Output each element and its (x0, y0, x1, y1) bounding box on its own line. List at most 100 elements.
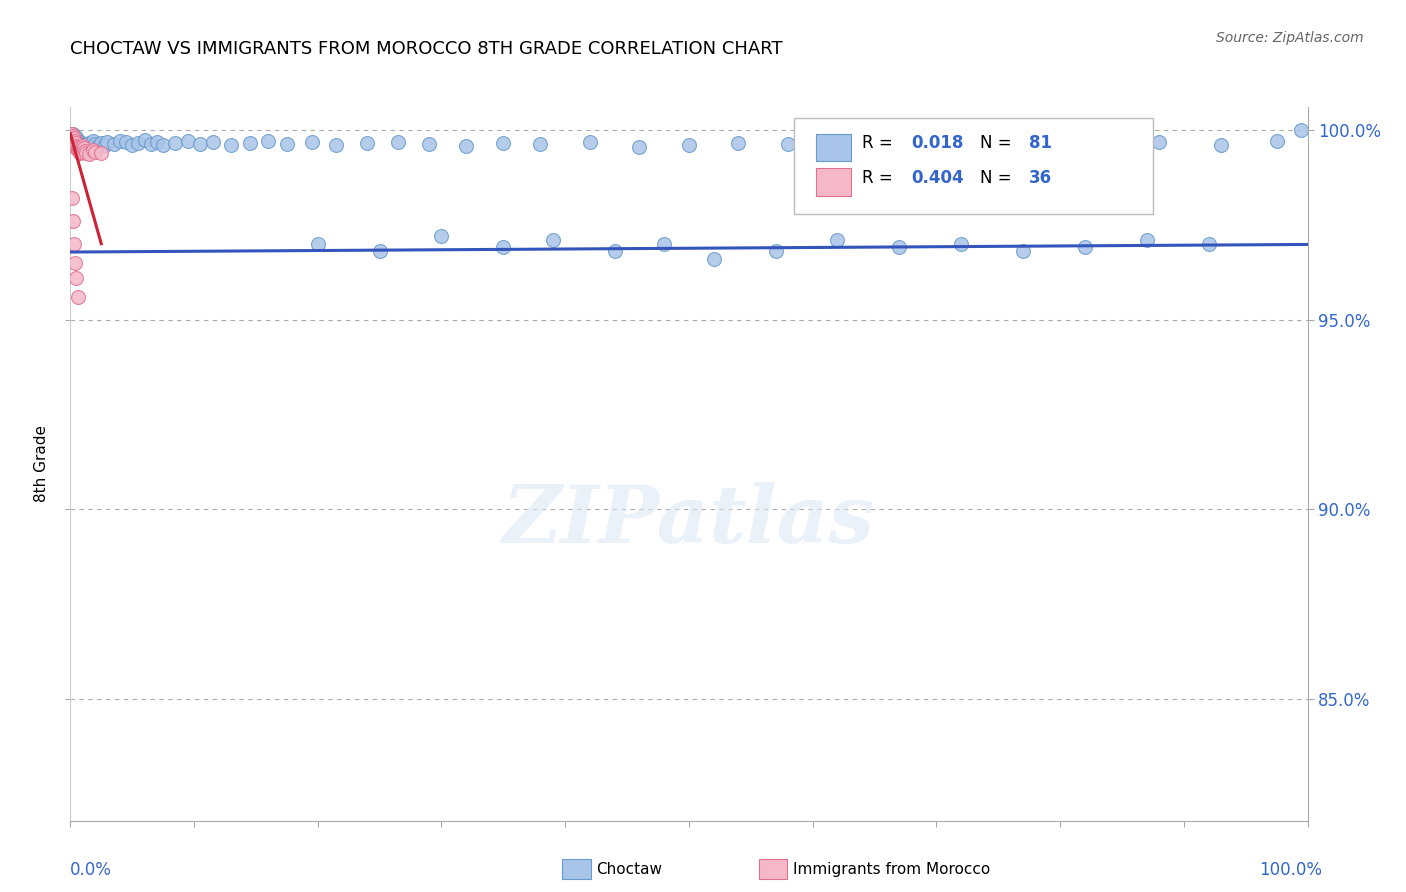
Point (121, 138, 143, 153)
Point (72, 138, 94, 153)
Text: 36: 36 (1029, 169, 1052, 186)
Point (356, 136, 378, 150)
Point (65, 137, 87, 152)
Point (62, 127, 84, 141)
Point (75, 140, 97, 154)
Point (703, 252, 725, 266)
Point (70, 137, 93, 152)
Point (86, 138, 108, 153)
Point (219, 138, 242, 153)
Point (62, 135, 84, 149)
Text: ZIPatlas: ZIPatlas (503, 483, 875, 559)
Point (239, 136, 262, 150)
Point (1209, 138, 1232, 153)
Point (139, 137, 162, 152)
Point (63, 135, 86, 149)
Point (65, 270, 87, 285)
Point (325, 138, 347, 153)
Text: Source: ZipAtlas.com: Source: ZipAtlas.com (1216, 31, 1364, 45)
Point (67, 144, 90, 158)
Point (75, 144, 97, 158)
Point (60, 127, 83, 141)
Point (177, 134, 200, 148)
Point (62, 138, 84, 153)
Point (90, 136, 112, 150)
Point (65, 134, 87, 148)
Point (72, 138, 94, 153)
Point (84, 137, 107, 152)
Text: 81: 81 (1029, 135, 1052, 153)
Point (418, 137, 440, 152)
Point (456, 138, 478, 153)
Point (188, 137, 211, 152)
Point (301, 135, 323, 149)
Point (492, 136, 515, 150)
Point (82, 134, 104, 148)
Point (63, 132, 86, 146)
Point (152, 138, 174, 153)
Point (79, 138, 101, 153)
Point (1291, 123, 1313, 137)
Point (60, 130, 83, 145)
Point (950, 236, 973, 251)
Point (1265, 134, 1288, 148)
Point (66, 143, 89, 157)
Point (65, 140, 87, 154)
Point (67, 136, 90, 150)
Point (66, 134, 89, 148)
Text: Choctaw: Choctaw (596, 863, 662, 877)
Point (82, 143, 104, 157)
Point (62, 128, 84, 143)
Point (765, 244, 787, 259)
Point (75, 137, 97, 152)
Point (727, 136, 749, 150)
Text: R =: R = (862, 169, 898, 186)
Point (69, 143, 91, 157)
Point (1012, 244, 1035, 259)
Text: Immigrants from Morocco: Immigrants from Morocco (793, 863, 990, 877)
Point (430, 229, 453, 244)
Point (65, 138, 87, 153)
Text: N =: N = (980, 169, 1017, 186)
Text: CHOCTAW VS IMMIGRANTS FROM MOROCCO 8TH GRADE CORRELATION CHART: CHOCTAW VS IMMIGRANTS FROM MOROCCO 8TH G… (70, 40, 783, 58)
Point (1136, 233, 1159, 247)
Point (387, 135, 409, 149)
Point (134, 133, 156, 147)
Point (776, 137, 799, 152)
Point (66, 290, 89, 304)
Point (67, 141, 90, 155)
Point (603, 244, 626, 259)
Point (66, 138, 89, 153)
FancyBboxPatch shape (817, 169, 851, 195)
Point (307, 236, 329, 251)
Point (900, 137, 922, 152)
Text: N =: N = (980, 135, 1017, 153)
Point (201, 135, 224, 149)
Text: 100.0%: 100.0% (1258, 861, 1322, 879)
Point (77, 147, 100, 161)
Point (115, 135, 138, 149)
Point (1024, 136, 1046, 150)
Point (628, 140, 651, 154)
Point (108, 134, 131, 148)
Point (69, 135, 91, 149)
Point (678, 138, 700, 153)
Point (73, 138, 96, 153)
Point (75, 145, 97, 160)
Point (62, 132, 84, 146)
Point (65, 132, 87, 146)
Point (60, 134, 83, 148)
Point (368, 244, 391, 259)
Text: 0.404: 0.404 (911, 169, 965, 186)
Point (60, 128, 83, 143)
Point (103, 137, 125, 152)
Point (73, 141, 96, 155)
Point (127, 136, 149, 150)
Y-axis label: 8th Grade: 8th Grade (35, 425, 49, 502)
FancyBboxPatch shape (817, 134, 851, 161)
Point (70, 145, 93, 159)
Point (492, 240, 515, 254)
Point (63, 138, 86, 153)
FancyBboxPatch shape (794, 118, 1153, 214)
Point (838, 138, 860, 153)
